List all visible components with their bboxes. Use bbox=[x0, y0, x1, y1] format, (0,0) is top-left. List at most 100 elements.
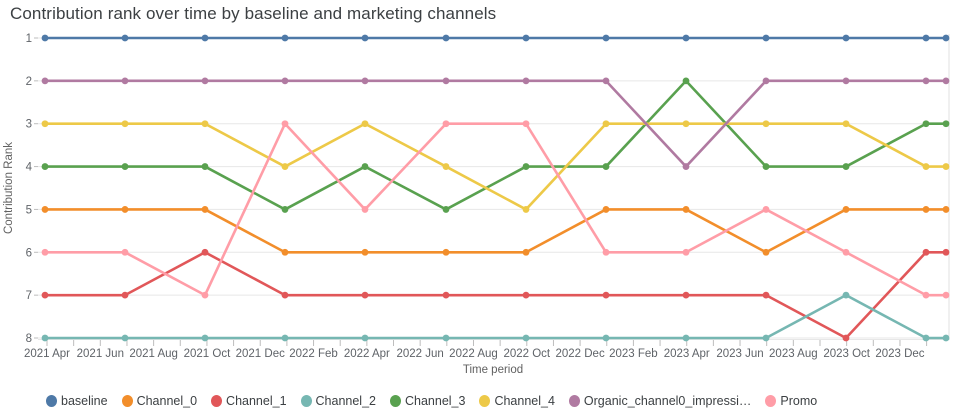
data-point-Channel_1[interactable] bbox=[762, 291, 770, 299]
data-point-Channel_1[interactable] bbox=[602, 291, 610, 299]
series-line-Channel_2[interactable] bbox=[43, 293, 948, 340]
data-point-Channel_4[interactable] bbox=[762, 120, 770, 128]
data-point-Channel_3[interactable] bbox=[442, 206, 450, 213]
legend-item-channel-4[interactable]: Channel_4 bbox=[479, 394, 555, 408]
data-point-Promo[interactable] bbox=[201, 291, 209, 299]
legend-item-promo[interactable]: Promo bbox=[765, 394, 817, 408]
data-point-Channel_2[interactable] bbox=[121, 334, 129, 342]
data-point-Channel_0[interactable] bbox=[522, 248, 530, 256]
data-point-Channel_2[interactable] bbox=[522, 334, 530, 342]
data-point-Promo[interactable] bbox=[361, 206, 369, 213]
data-point-Channel_4[interactable] bbox=[121, 120, 129, 128]
data-point-Channel_3[interactable] bbox=[201, 163, 209, 170]
data-point-baseline[interactable] bbox=[762, 34, 770, 42]
data-point-Promo[interactable] bbox=[842, 248, 850, 256]
data-point-Channel_1[interactable] bbox=[361, 291, 369, 299]
data-point-Channel_4[interactable] bbox=[842, 120, 850, 128]
data-point-Channel_2[interactable] bbox=[942, 334, 950, 342]
data-point-Promo[interactable] bbox=[281, 120, 289, 128]
data-point-Organic_channel0_impressi…[interactable] bbox=[121, 77, 129, 85]
legend-item-channel-2[interactable]: Channel_2 bbox=[300, 394, 376, 408]
data-point-baseline[interactable] bbox=[522, 34, 530, 42]
data-point-Channel_0[interactable] bbox=[682, 206, 690, 213]
data-point-Organic_channel0_impressi…[interactable] bbox=[842, 77, 850, 85]
data-point-Promo[interactable] bbox=[942, 291, 950, 299]
data-point-Channel_0[interactable] bbox=[602, 206, 610, 213]
data-point-Channel_1[interactable] bbox=[442, 291, 450, 299]
data-point-Channel_4[interactable] bbox=[41, 120, 49, 128]
data-point-Channel_2[interactable] bbox=[602, 334, 610, 342]
data-point-Channel_3[interactable] bbox=[281, 206, 289, 213]
data-point-Channel_2[interactable] bbox=[682, 334, 690, 342]
data-point-baseline[interactable] bbox=[201, 34, 209, 42]
legend-item-channel-1[interactable]: Channel_1 bbox=[211, 394, 287, 408]
data-point-Channel_4[interactable] bbox=[201, 120, 209, 128]
data-point-Channel_4[interactable] bbox=[522, 206, 530, 213]
data-point-Promo[interactable] bbox=[762, 206, 770, 213]
data-point-Channel_4[interactable] bbox=[281, 163, 289, 170]
data-point-baseline[interactable] bbox=[842, 34, 850, 42]
data-point-Promo[interactable] bbox=[442, 120, 450, 128]
data-point-baseline[interactable] bbox=[602, 34, 610, 42]
data-point-Channel_1[interactable] bbox=[922, 248, 930, 256]
data-point-Channel_4[interactable] bbox=[922, 163, 930, 170]
data-point-Channel_4[interactable] bbox=[361, 120, 369, 128]
data-point-Promo[interactable] bbox=[922, 291, 930, 299]
data-point-Channel_3[interactable] bbox=[922, 120, 930, 128]
series-line-Channel_0[interactable] bbox=[43, 208, 948, 254]
legend-item-baseline[interactable]: baseline bbox=[46, 394, 108, 408]
data-point-Channel_1[interactable] bbox=[842, 334, 850, 342]
data-point-baseline[interactable] bbox=[922, 34, 930, 42]
legend-item-organic-channel0-impressi-[interactable]: Organic_channel0_impressi… bbox=[568, 394, 751, 408]
data-point-Channel_2[interactable] bbox=[41, 334, 49, 342]
data-point-Channel_4[interactable] bbox=[682, 120, 690, 128]
data-point-baseline[interactable] bbox=[361, 34, 369, 42]
legend-item-channel-3[interactable]: Channel_3 bbox=[389, 394, 465, 408]
data-point-Channel_3[interactable] bbox=[942, 120, 950, 128]
data-point-Channel_1[interactable] bbox=[522, 291, 530, 299]
data-point-Channel_0[interactable] bbox=[201, 206, 209, 213]
data-point-Promo[interactable] bbox=[682, 248, 690, 256]
data-point-Organic_channel0_impressi…[interactable] bbox=[762, 77, 770, 85]
data-point-baseline[interactable] bbox=[281, 34, 289, 42]
data-point-Channel_1[interactable] bbox=[682, 291, 690, 299]
data-point-Channel_2[interactable] bbox=[361, 334, 369, 342]
data-point-Channel_2[interactable] bbox=[442, 334, 450, 342]
data-point-Organic_channel0_impressi…[interactable] bbox=[442, 77, 450, 85]
data-point-Channel_1[interactable] bbox=[121, 291, 129, 299]
series-line-Channel_3[interactable] bbox=[43, 79, 948, 211]
data-point-Channel_1[interactable] bbox=[942, 248, 950, 256]
data-point-Channel_0[interactable] bbox=[922, 206, 930, 213]
data-point-Channel_3[interactable] bbox=[602, 163, 610, 170]
data-point-baseline[interactable] bbox=[682, 34, 690, 42]
data-point-Channel_2[interactable] bbox=[281, 334, 289, 342]
data-point-Channel_4[interactable] bbox=[602, 120, 610, 128]
data-point-Channel_3[interactable] bbox=[41, 163, 49, 170]
data-point-Channel_0[interactable] bbox=[842, 206, 850, 213]
data-point-Channel_1[interactable] bbox=[41, 291, 49, 299]
data-point-Channel_2[interactable] bbox=[201, 334, 209, 342]
data-point-Channel_0[interactable] bbox=[121, 206, 129, 213]
data-point-Channel_2[interactable] bbox=[842, 291, 850, 299]
data-point-Channel_4[interactable] bbox=[942, 163, 950, 170]
data-point-Channel_1[interactable] bbox=[281, 291, 289, 299]
data-point-Channel_0[interactable] bbox=[41, 206, 49, 213]
data-point-Channel_1[interactable] bbox=[201, 248, 209, 256]
data-point-Promo[interactable] bbox=[121, 248, 129, 256]
data-point-Organic_channel0_impressi…[interactable] bbox=[682, 163, 690, 170]
data-point-Channel_3[interactable] bbox=[842, 163, 850, 170]
data-point-Promo[interactable] bbox=[41, 248, 49, 256]
data-point-Channel_4[interactable] bbox=[442, 163, 450, 170]
data-point-Organic_channel0_impressi…[interactable] bbox=[522, 77, 530, 85]
data-point-Channel_0[interactable] bbox=[762, 248, 770, 256]
data-point-Organic_channel0_impressi…[interactable] bbox=[602, 77, 610, 85]
data-point-Promo[interactable] bbox=[522, 120, 530, 128]
data-point-Organic_channel0_impressi…[interactable] bbox=[942, 77, 950, 85]
data-point-Channel_3[interactable] bbox=[361, 163, 369, 170]
data-point-Channel_3[interactable] bbox=[682, 77, 690, 85]
plot-canvas[interactable]: 2021 Apr 2021 Jun 2021 Aug 2021 Oct 2021 Dec… bbox=[0, 0, 953, 382]
data-point-Channel_3[interactable] bbox=[762, 163, 770, 170]
data-point-Organic_channel0_impressi…[interactable] bbox=[361, 77, 369, 85]
data-point-baseline[interactable] bbox=[121, 34, 129, 42]
data-point-Channel_3[interactable] bbox=[121, 163, 129, 170]
